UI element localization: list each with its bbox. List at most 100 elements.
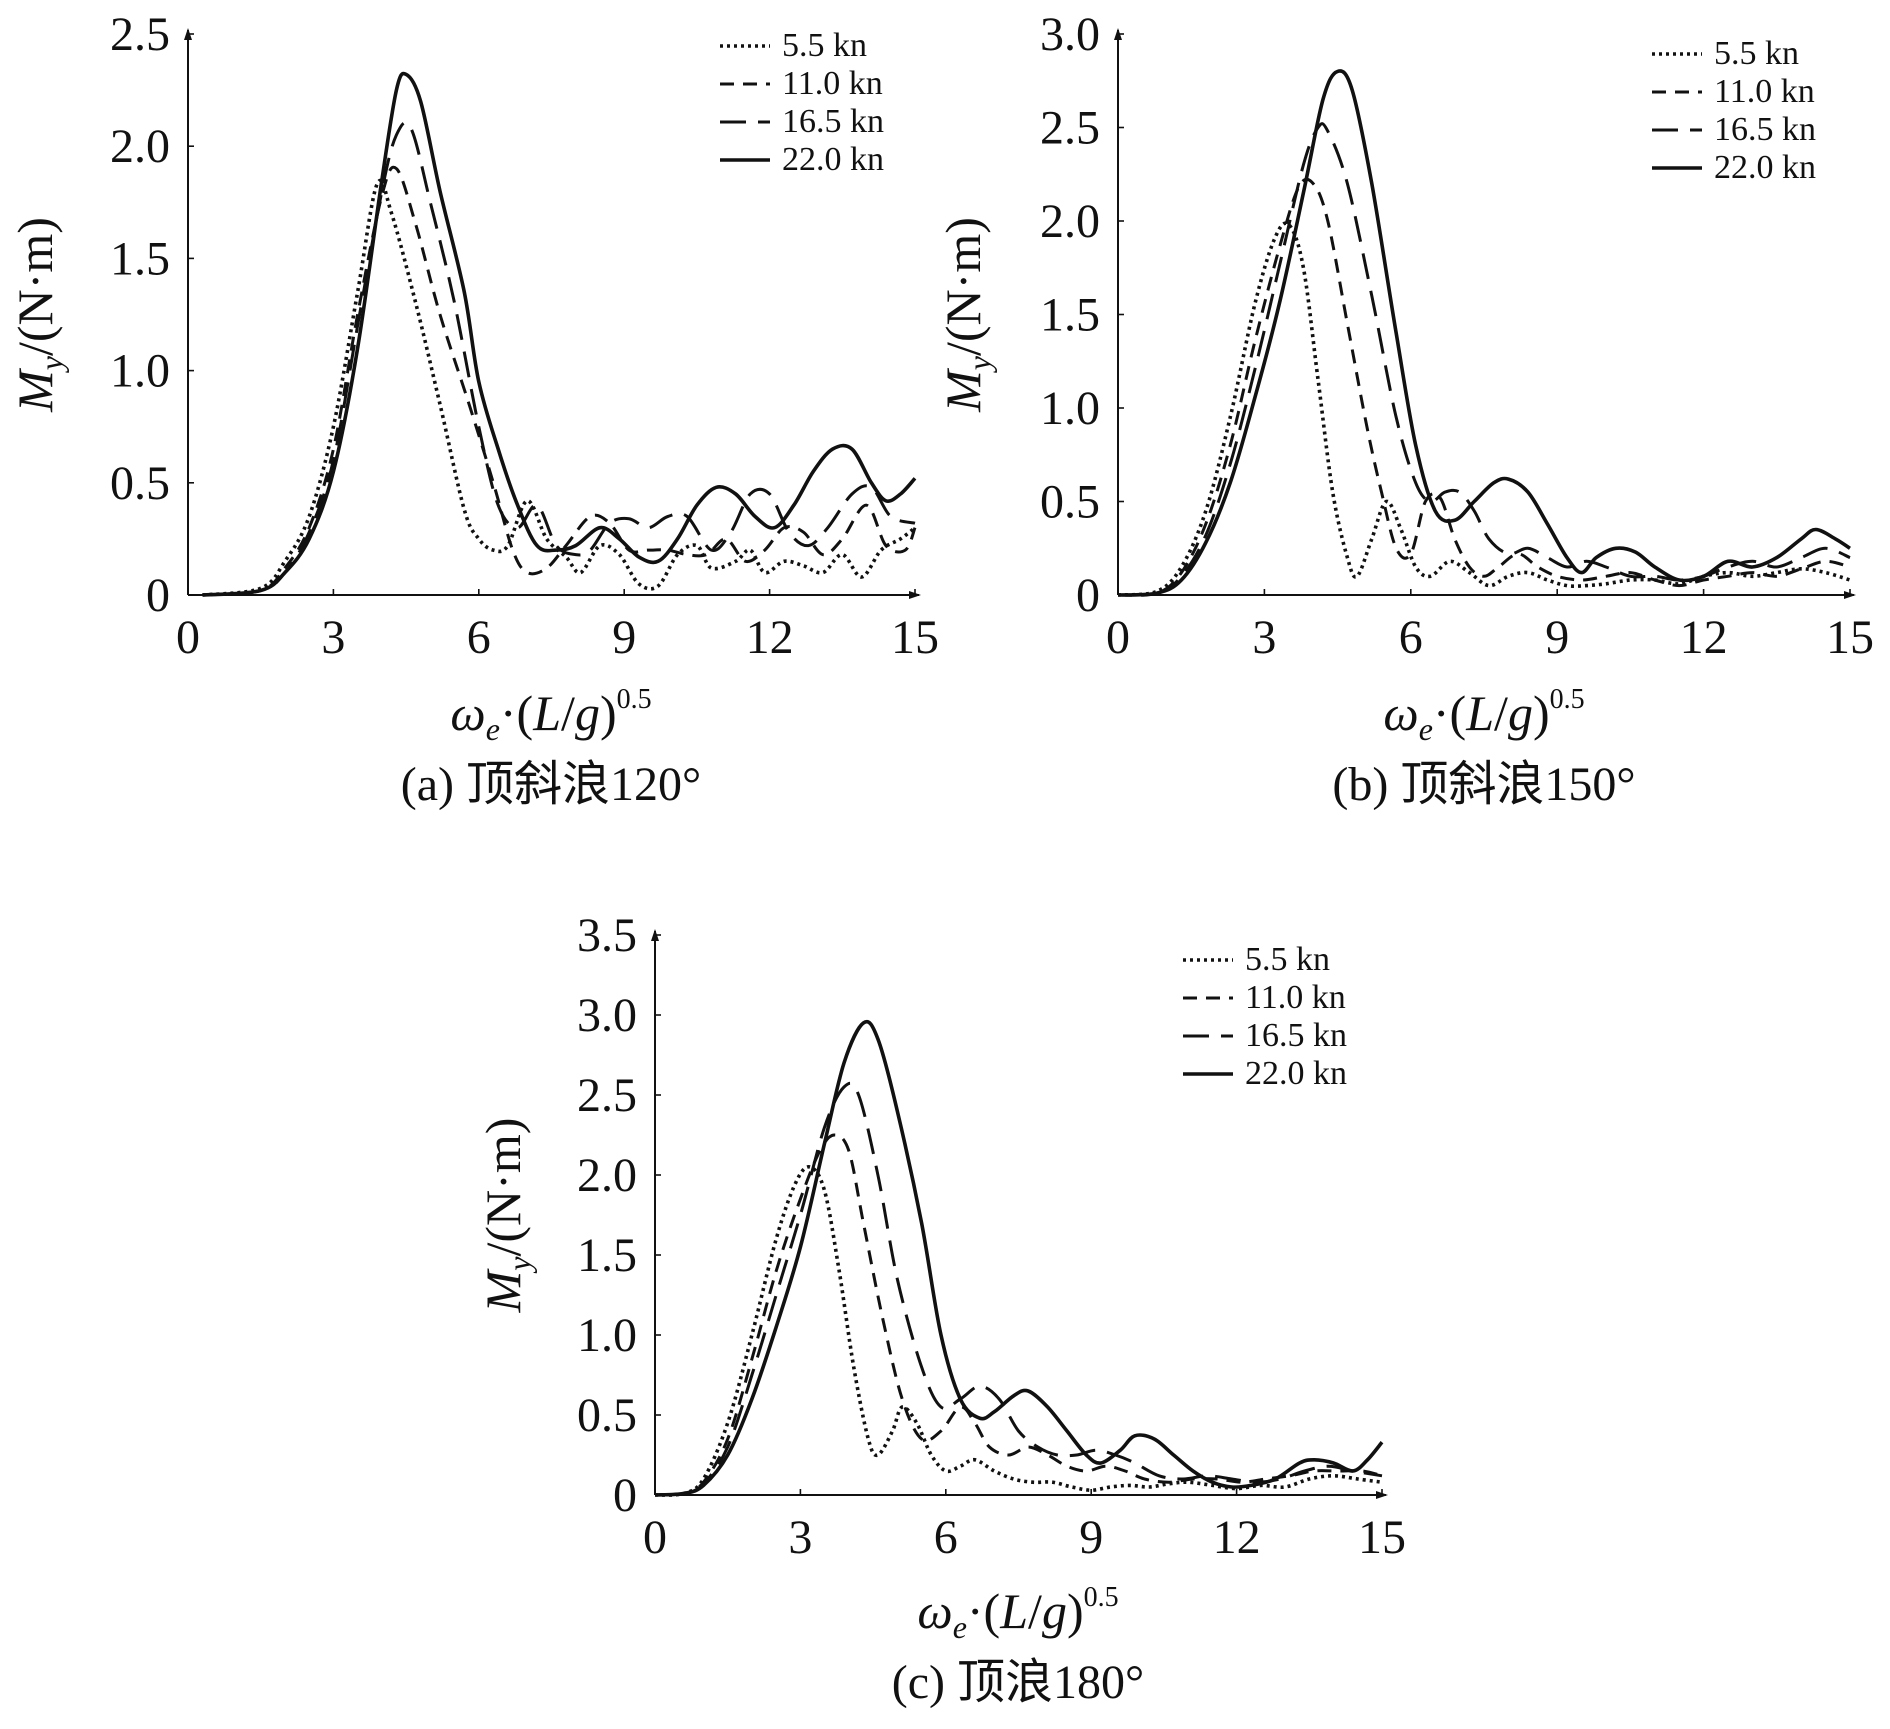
x-axis-label: ωe·(L/g)0.5: [1383, 684, 1584, 747]
x-tick-label: 0: [1106, 611, 1130, 664]
y-tick-label: 0: [613, 1469, 637, 1522]
y-tick-label: 1.5: [1040, 289, 1100, 342]
legend-label: 16.5 kn: [782, 103, 884, 140]
x-label-subscript: e: [486, 711, 500, 747]
series-line-22-0-kn: [1117, 69, 1852, 597]
y-tick-label: 3.0: [1040, 8, 1100, 61]
y-tick-label: 2.5: [110, 8, 170, 61]
y-axis-label: My/(N·m): [7, 217, 69, 413]
series-line-16-5-kn: [1117, 122, 1851, 597]
legend-label: 11.0 kn: [1245, 979, 1346, 1016]
y-tick-label: 0: [146, 569, 170, 622]
x-label-g: g: [1042, 1583, 1067, 1639]
series-line-11-0-kn: [1117, 177, 1851, 597]
legend-label: 5.5 kn: [1714, 35, 1799, 72]
panel-caption: (b) 顶斜浪150°: [1332, 758, 1635, 811]
y-label-subscript: y: [33, 355, 69, 373]
x-label-slash: /: [561, 685, 575, 741]
x-label-exponent: 0.5: [1084, 1582, 1119, 1613]
x-tick-label: 0: [643, 1511, 667, 1564]
y-tick-label: 0.5: [577, 1389, 637, 1442]
x-tick-label: 3: [788, 1511, 812, 1564]
y-tick-label: 2.0: [1040, 195, 1100, 248]
y-tick-label: 0: [1076, 569, 1100, 622]
y-tick-label: 0.5: [110, 457, 170, 510]
x-label-L: L: [1465, 685, 1494, 741]
x-label-omega: ω: [917, 1583, 952, 1639]
series-line-22-0-kn: [654, 1019, 1384, 1497]
series-line-16-5-kn: [202, 121, 916, 597]
y-tick-label: 1.0: [1040, 382, 1100, 435]
x-tick-label: 9: [612, 611, 636, 664]
y-tick-label: 0.5: [1040, 476, 1100, 529]
y-axis-label: My/(N·m): [935, 217, 997, 413]
x-label-g: g: [1508, 685, 1533, 741]
y-label-symbol: M: [475, 1268, 531, 1313]
series-line-5-5-kn: [654, 1165, 1383, 1497]
y-tick-label: 2.5: [577, 1069, 637, 1122]
x-tick-label: 12: [1213, 1511, 1261, 1564]
x-tick-label: 3: [1252, 611, 1276, 664]
series-line-22-0-kn: [202, 71, 917, 597]
legend-label: 22.0 kn: [1714, 149, 1816, 186]
series-line-5-5-kn: [202, 178, 917, 597]
series-line-11-0-kn: [202, 165, 917, 597]
x-label-L: L: [532, 685, 561, 741]
x-label-omega: ω: [1383, 685, 1418, 741]
x-tick-label: 6: [1399, 611, 1423, 664]
x-tick-label: 9: [1545, 611, 1569, 664]
x-tick-label: 12: [746, 611, 794, 664]
x-tick-label: 12: [1680, 611, 1728, 664]
x-label-omega: ω: [450, 685, 485, 741]
x-tick-label: 9: [1079, 1511, 1103, 1564]
y-tick-label: 2.5: [1040, 102, 1100, 155]
legend-label: 22.0 kn: [782, 141, 884, 178]
legend-label: 5.5 kn: [1245, 941, 1330, 978]
x-axis-label: ωe·(L/g)0.5: [917, 1582, 1118, 1645]
series-line-11-0-kn: [654, 1133, 1383, 1497]
x-label-exponent: 0.5: [617, 684, 652, 715]
y-tick-label: 1.0: [110, 345, 170, 398]
y-label-unit: /(N·m): [7, 217, 63, 356]
x-label-exponent: 0.5: [1550, 684, 1585, 715]
legend-label: 22.0 kn: [1245, 1055, 1347, 1092]
chart-panel-3: 0 3 6 9 12 15 0 0.5 1.0 1.5 2.0 2.5 3.0 3.5 5.5 kn11.0…: [475, 909, 1406, 1709]
legend-label: 5.5 kn: [782, 27, 867, 64]
x-axis-label: ωe·(L/g)0.5: [450, 684, 651, 747]
y-tick-label: 1.0: [577, 1309, 637, 1362]
y-tick-label: 1.5: [110, 232, 170, 285]
x-label-slash: /: [1494, 685, 1508, 741]
y-tick-label: 3.0: [577, 989, 637, 1042]
y-label-unit: /(N·m): [935, 217, 991, 356]
y-tick-label: 3.5: [577, 909, 637, 962]
x-label-close-paren: ): [1533, 685, 1550, 741]
x-tick-label: 15: [891, 611, 939, 664]
legend-label: 11.0 kn: [1714, 73, 1815, 110]
x-label-subscript: e: [953, 1609, 967, 1645]
y-label-unit: /(N·m): [475, 1118, 531, 1257]
x-label-L: L: [999, 1583, 1028, 1639]
x-tick-label: 3: [321, 611, 345, 664]
x-label-dot-paren: ·(: [1433, 685, 1466, 741]
legend-label: 16.5 kn: [1245, 1017, 1347, 1054]
x-label-slash: /: [1028, 1583, 1042, 1639]
x-tick-label: 15: [1826, 611, 1874, 664]
y-label-symbol: M: [7, 368, 63, 413]
x-tick-label: 6: [934, 1511, 958, 1564]
x-label-close-paren: ): [1067, 1583, 1084, 1639]
y-label-subscript: y: [961, 355, 997, 373]
legend-label: 11.0 kn: [782, 65, 883, 102]
x-label-dot-paren: ·(: [967, 1583, 1000, 1639]
series-line-5-5-kn: [1117, 221, 1851, 597]
x-label-close-paren: ): [600, 685, 617, 741]
panel-caption: (a) 顶斜浪120°: [401, 758, 701, 811]
y-axis-label: My/(N·m): [475, 1118, 537, 1314]
panel-caption: (c) 顶浪180°: [892, 1656, 1144, 1709]
x-label-subscript: e: [1419, 711, 1433, 747]
